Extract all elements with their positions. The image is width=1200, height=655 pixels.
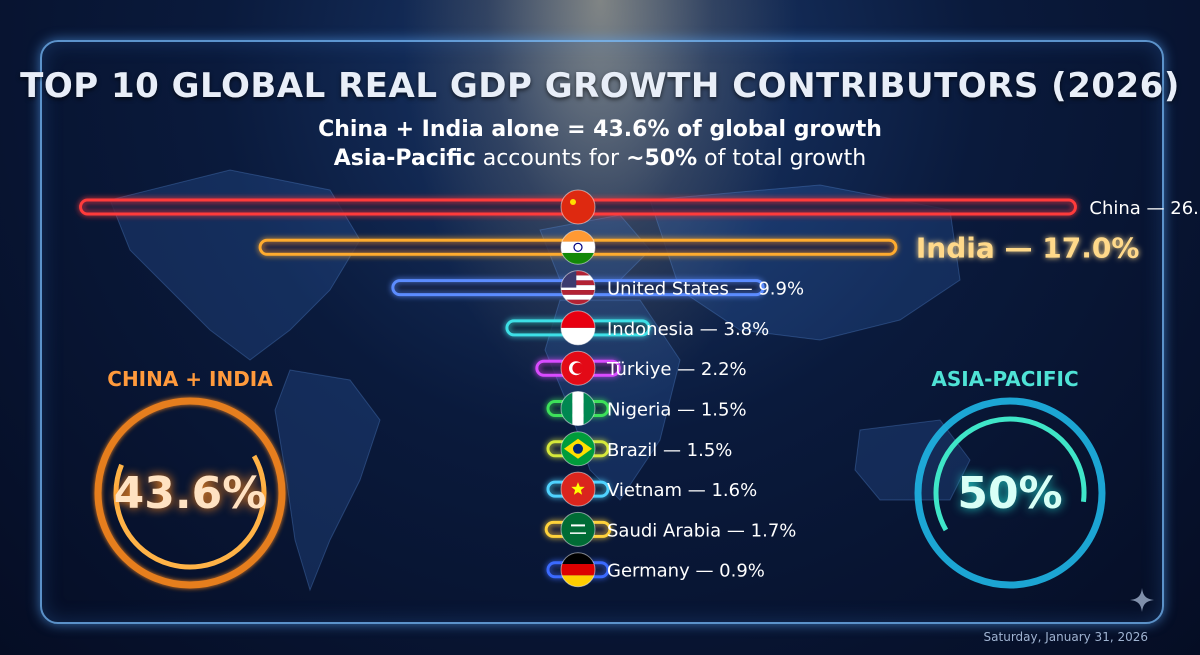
china-india-ring-outer	[94, 397, 286, 589]
flag-icon	[560, 552, 596, 588]
bar-row-india: India — 17.0%	[258, 229, 1140, 265]
bar-label: India — 17.0%	[916, 231, 1140, 264]
bar-label: Nigeria — 1.5%	[607, 400, 747, 421]
bar-row-türkiye: Türkiye — 2.2%	[535, 350, 747, 386]
flag-icon	[560, 471, 596, 507]
flag-icon	[560, 350, 596, 386]
bar-label: Germany — 0.9%	[607, 561, 765, 582]
bar-row-germany: Germany — 0.9%	[546, 552, 765, 588]
china-india-ring-title: CHINA + INDIA	[107, 367, 273, 391]
flag-icon	[560, 511, 596, 547]
subtitle-asia-pacific: Asia-Pacific accounts for ~50% of total …	[0, 146, 1200, 171]
bar-row-indonesia: Indonesia — 3.8%	[505, 310, 769, 346]
bar-label: Vietnam — 1.6%	[607, 480, 757, 501]
map-south-america	[274, 369, 381, 592]
china-india-ring-inner	[113, 416, 267, 570]
bar-row-china: China — 26.6%	[79, 189, 1200, 225]
flag-icon	[560, 431, 596, 467]
bar-label: Indonesia — 3.8%	[607, 319, 769, 340]
bar-row-united-states: United States — 9.9%	[391, 270, 804, 306]
chart-title: TOP 10 GLOBAL REAL GDP GROWTH CONTRIBUTO…	[20, 66, 1180, 106]
china-india-ring	[94, 397, 286, 589]
china-india-ring-value: 43.6%	[113, 468, 267, 519]
flag-icon	[560, 270, 596, 306]
bar-row-nigeria: Nigeria — 1.5%	[546, 391, 747, 426]
flag-icon	[560, 189, 596, 225]
subtitle-asia-pacific-bold: Asia-Pacific	[333, 146, 476, 171]
subtitle-china-india: China + India alone = 43.6% of global gr…	[318, 117, 882, 142]
bar-row-saudi-arabia: Saudi Arabia — 1.7%	[544, 511, 796, 547]
bar-label: United States — 9.9%	[607, 279, 804, 300]
subtitle-asia-pacific-end: of total growth	[697, 146, 867, 171]
asia-pacific-ring	[914, 397, 1106, 589]
bar-label: Türkiye — 2.2%	[606, 359, 747, 380]
flag-icon	[560, 391, 596, 426]
subtitle-asia-pacific-mid: accounts for	[475, 146, 627, 171]
flag-icon	[560, 229, 596, 265]
bar-label: Saudi Arabia — 1.7%	[607, 520, 796, 541]
bar-label: China — 26.6%	[1089, 198, 1200, 219]
footer-date: Saturday, January 31, 2026	[983, 630, 1148, 644]
map-asia	[649, 184, 961, 341]
bar-row-brazil: Brazil — 1.5%	[546, 431, 732, 467]
asia-pacific-ring-outer	[914, 397, 1106, 589]
asia-pacific-ring-title: ASIA-PACIFIC	[931, 367, 1079, 391]
bar-label: Brazil — 1.5%	[607, 440, 732, 461]
sparkle-icon	[1130, 588, 1154, 612]
glow-frame	[40, 40, 1164, 624]
bar-row-vietnam: Vietnam — 1.6%	[546, 471, 757, 507]
subtitle-asia-pacific-value: ~50%	[626, 146, 698, 171]
asia-pacific-ring-value: 50%	[957, 468, 1063, 519]
map-north-america	[109, 169, 361, 361]
flag-icon	[560, 310, 596, 346]
asia-pacific-ring-inner	[933, 416, 1087, 570]
map-australia	[854, 419, 971, 501]
